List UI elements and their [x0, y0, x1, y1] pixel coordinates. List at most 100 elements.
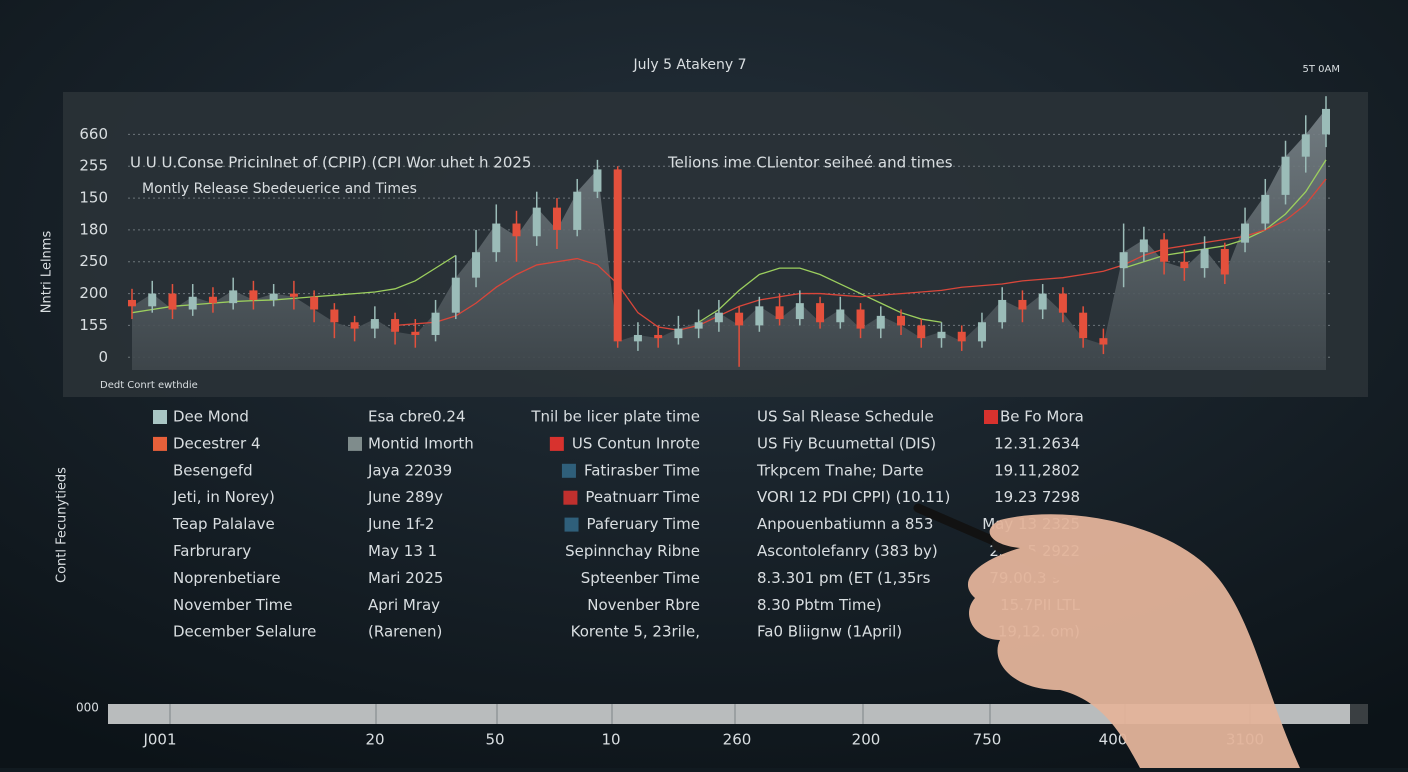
candle-body — [1079, 312, 1088, 339]
candle-body — [654, 334, 663, 339]
y-tick-label: 255 — [79, 157, 108, 175]
legend-swatch — [564, 517, 579, 532]
candle-body — [1160, 239, 1169, 262]
candle-body — [573, 191, 582, 230]
table-cell: Decestrer 4 — [173, 434, 261, 452]
legend-swatch — [153, 410, 167, 424]
table-cell: 19.23 7298 — [994, 488, 1080, 506]
table-cell: Tnil be licer plate time — [530, 408, 700, 426]
hand — [913, 503, 1300, 768]
candle-body — [330, 309, 339, 323]
table-cell: Korente 5, 23rile, — [571, 623, 700, 641]
table-cell: Apri Mray — [368, 596, 440, 614]
candle-body — [917, 325, 926, 339]
y-axis-label: Nntri Lelnms — [40, 231, 55, 314]
table-cell: December Selalure — [173, 623, 316, 641]
candle-body — [1322, 108, 1330, 135]
table-cell: Trkpcem Tnahe; Darte — [756, 461, 924, 479]
table-cell: Farbrurary — [173, 542, 251, 560]
table-cell: 8.3.301 pm (ET (1,35rs — [757, 569, 931, 587]
candle-body — [816, 303, 825, 323]
candle-body — [552, 207, 561, 230]
table-cell: Ascontolefanry (383 by) — [757, 542, 938, 560]
table-cell: (Rarenen) — [368, 623, 442, 641]
candle-body — [289, 293, 298, 297]
candle-body — [148, 293, 157, 307]
side-label: Contl Fecunytieds — [55, 467, 70, 583]
table-cell: Paferuary Time — [587, 515, 700, 533]
table-cell: Jeti, in Norey) — [172, 488, 275, 506]
table-cell: Fa0 Bliignw (1April) — [757, 623, 902, 641]
table-cell: Fatirasber Time — [584, 461, 700, 479]
candle-body — [937, 331, 946, 339]
legend-swatch — [348, 436, 362, 451]
y-tick-label: 180 — [79, 220, 108, 238]
clock: 5T 0AM — [1303, 64, 1340, 75]
candle-body — [977, 322, 986, 342]
candle-body — [1180, 261, 1189, 269]
table-cell: May 13 1 — [368, 542, 437, 560]
timeline-end — [1350, 704, 1368, 724]
table-cell: Dee Mond — [173, 408, 249, 426]
table-cell: June 1f-2 — [367, 515, 434, 533]
candle-body — [391, 319, 400, 332]
candle-body — [795, 303, 804, 320]
candle-body — [613, 169, 622, 342]
legend-swatch — [561, 463, 576, 478]
candle-body — [229, 290, 238, 304]
candle-body — [876, 315, 885, 329]
legend-swatch — [563, 490, 578, 505]
candle-body — [310, 296, 319, 310]
table-cell: Novenber Rbre — [587, 596, 700, 614]
candle-body — [1200, 249, 1209, 269]
candle-body — [431, 312, 440, 335]
candle-body — [1241, 223, 1250, 243]
legend-swatch — [984, 410, 998, 424]
candle-body — [836, 309, 845, 323]
candle-body — [1099, 338, 1108, 345]
candle-body — [633, 334, 642, 342]
y-tick-label: 250 — [79, 252, 108, 270]
candle-body — [1038, 293, 1047, 310]
candle-body — [249, 290, 258, 300]
table-cell: US Sal Rlease Schedule — [757, 408, 934, 426]
table-cell: 19.11,2802 — [994, 461, 1080, 479]
timeline-tick-label: 50 — [485, 731, 504, 749]
table-cell: US Contun Inrote — [572, 434, 700, 452]
timeline-tick-label: 10 — [601, 731, 620, 749]
candle-body — [370, 319, 379, 329]
legend-swatch — [549, 436, 564, 451]
candle-body — [694, 322, 703, 329]
table-cell: Peatnuarr Time — [585, 488, 700, 506]
table-cell: 8.30 Pbtm Time) — [757, 596, 882, 614]
candle-body — [856, 309, 865, 329]
legend-swatch — [153, 436, 167, 451]
candle-body — [451, 277, 460, 313]
timeline-tick-label: 20 — [365, 731, 384, 749]
candle-body — [1261, 194, 1270, 224]
candle-body — [735, 312, 744, 326]
table-cell: Mari 2025 — [368, 569, 443, 587]
candle-body — [674, 328, 683, 339]
table-cell: Esa cbre0.24 — [368, 408, 466, 426]
timeline-tick-label: 750 — [973, 731, 1002, 749]
table-cell: Sepinnchay Ribne — [565, 542, 700, 560]
title: July 5 Atakeny 7 — [632, 57, 746, 73]
candle-body — [208, 296, 217, 304]
timeline-tick-label: 200 — [852, 731, 881, 749]
candle-body — [188, 296, 197, 310]
candle-body — [269, 293, 278, 300]
candle-body — [350, 322, 359, 329]
annotation: Montly Release Sbedeuerice and Times — [142, 181, 417, 197]
y-tick-label: 155 — [79, 316, 108, 334]
candle-body — [492, 223, 501, 253]
candle-body — [998, 299, 1007, 323]
candle-body — [1281, 156, 1290, 195]
candle-body — [714, 312, 723, 323]
timeline-tick-label: 400 — [1099, 731, 1128, 749]
table-cell: Besengefd — [173, 461, 253, 479]
candle-body — [1058, 293, 1067, 313]
table-cell: VORI 12 PDI CPPI) (10.11) — [757, 488, 950, 506]
candle-body — [512, 223, 521, 237]
